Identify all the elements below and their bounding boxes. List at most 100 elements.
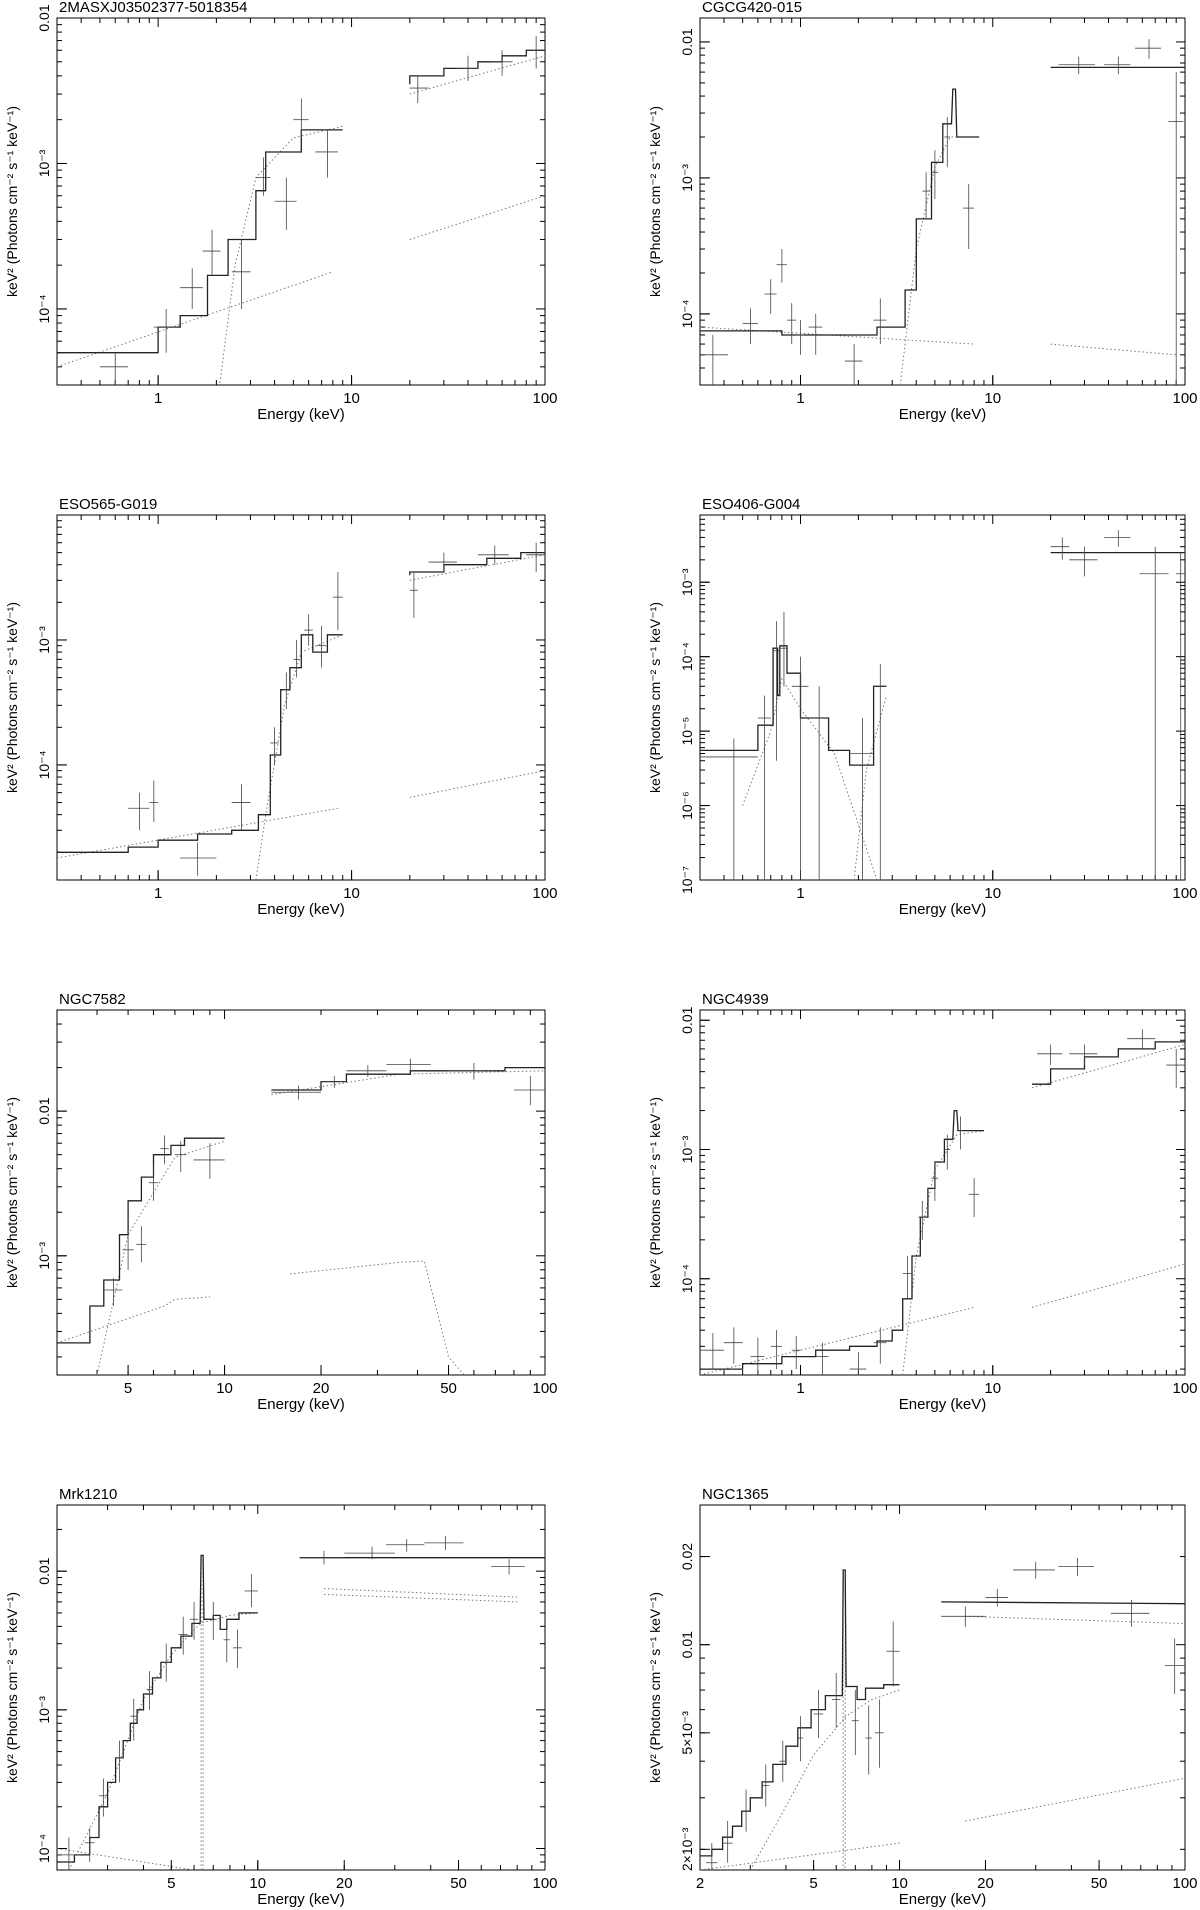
y-tick-label: 10⁻⁴	[679, 642, 695, 671]
data-point	[849, 718, 874, 880]
data-point	[223, 1619, 230, 1663]
data-point	[130, 1698, 138, 1741]
model-component-line	[409, 55, 545, 95]
data-point	[886, 1621, 900, 1687]
plot-frame	[56, 514, 546, 881]
total-model-line	[700, 551, 1185, 766]
y-axis-label: keV² (Photons cm⁻² s⁻¹ keV⁻¹)	[647, 106, 663, 297]
x-tick-label: 1	[796, 885, 804, 902]
data-point	[944, 117, 951, 168]
x-axis-label: Energy (keV)	[257, 1891, 345, 1908]
data-point	[293, 98, 309, 138]
y-tick-label: 5×10⁻³	[679, 1711, 695, 1755]
plot-frame	[56, 1504, 546, 1871]
y-axis-label: keV² (Photons cm⁻² s⁻¹ keV⁻¹)	[647, 1592, 663, 1783]
data-point	[282, 672, 290, 710]
chart-panel: Mrk1210 5 10 20 50 100 10⁻⁴ 10⁻³ 0.01 Energy (keV…	[4, 1486, 558, 1908]
data-point	[791, 656, 809, 880]
data-point	[231, 784, 251, 831]
model-component-line	[853, 695, 887, 880]
model-component-line	[1031, 1263, 1185, 1308]
data-point	[321, 1075, 347, 1088]
y-tick-label: 10⁻⁴	[36, 294, 52, 323]
data-point	[844, 344, 863, 385]
y-axis-label: keV² (Photons cm⁻² s⁻¹ keV⁻¹)	[647, 602, 663, 793]
data-layer	[700, 530, 1185, 880]
y-tick-label: 10⁻³	[679, 568, 695, 596]
data-point	[797, 1716, 804, 1762]
data-point	[1168, 72, 1184, 385]
data-point	[779, 1740, 786, 1782]
x-tick-label: 100	[532, 1380, 557, 1397]
x-tick-label: 100	[1172, 390, 1197, 407]
model-component-line	[96, 1140, 225, 1375]
data-point	[84, 1828, 95, 1862]
data-point	[180, 268, 203, 309]
y-axis-label: keV² (Photons cm⁻² s⁻¹ keV⁻¹)	[647, 1097, 663, 1288]
y-tick-label: 10⁻⁴	[36, 1834, 52, 1863]
x-tick-label: 100	[1172, 1380, 1197, 1397]
x-tick-label: 100	[1172, 885, 1197, 902]
total-model-line	[700, 66, 1185, 336]
data-point	[448, 1063, 496, 1080]
data-point	[985, 1588, 1009, 1607]
x-axis-label: Energy (keV)	[257, 901, 345, 918]
chart-title: ESO565-G019	[59, 496, 157, 513]
data-point	[202, 229, 221, 276]
data-point	[873, 663, 887, 880]
x-tick-label: 10	[984, 390, 1001, 407]
data-point	[456, 55, 478, 81]
data-point	[409, 75, 429, 104]
data-point	[902, 1255, 912, 1299]
data-point	[490, 50, 513, 76]
y-tick-label: 10⁻⁴	[679, 299, 695, 328]
data-point	[153, 308, 177, 353]
data-point	[146, 1671, 153, 1710]
x-tick-label: 50	[1091, 1875, 1108, 1892]
y-tick-label: 0.01	[36, 1097, 52, 1124]
data-point	[764, 279, 777, 314]
model-component-line	[57, 271, 333, 368]
x-tick-label: 5	[167, 1875, 175, 1892]
data-point	[424, 1535, 464, 1551]
data-point	[808, 313, 823, 355]
chart-panel: NGC7582 5 10 20 50 100 10⁻³ 0.01 Energy (keV) keV…	[4, 991, 558, 1413]
x-axis-label: Energy (keV)	[899, 406, 987, 423]
data-point	[332, 571, 343, 631]
model-component-line	[57, 1848, 195, 1870]
data-point	[1058, 1557, 1095, 1576]
total-model-line	[57, 1554, 545, 1863]
y-tick-label: 10⁻⁵	[679, 717, 695, 746]
data-point	[315, 129, 338, 178]
x-axis-label: Energy (keV)	[257, 1396, 345, 1413]
x-tick-label: 1	[796, 390, 804, 407]
chart-panel: 2MASXJ03502377-5018354 1 10 100 10⁻⁴ 10⁻³ 0.01…	[4, 0, 558, 423]
x-tick-label: 20	[313, 1380, 330, 1397]
data-point	[773, 621, 780, 761]
chart-title: NGC4939	[702, 991, 769, 1008]
data-point	[741, 1789, 751, 1832]
x-axis-label: Energy (keV)	[899, 1396, 987, 1413]
data-point	[944, 1134, 951, 1170]
data-point	[724, 1327, 743, 1364]
chart-panel: NGC4939 1 10 100 10⁻⁴ 10⁻³ 0.01 Energy (keV) keV…	[647, 991, 1198, 1413]
plot-frame	[56, 1009, 546, 1376]
data-layer	[57, 36, 545, 385]
data-point	[244, 1574, 258, 1608]
data-point	[813, 1690, 824, 1739]
x-axis-label: Energy (keV)	[899, 901, 987, 918]
data-point	[779, 611, 788, 687]
x-tick-label: 2	[696, 1875, 704, 1892]
model-component-line	[700, 1842, 900, 1870]
data-point	[968, 1178, 980, 1218]
data-point	[513, 1075, 545, 1106]
data-point	[1104, 530, 1131, 547]
x-tick-label: 100	[532, 885, 557, 902]
data-point	[477, 545, 509, 565]
data-point	[274, 177, 297, 230]
total-model-line	[700, 1041, 1185, 1370]
data-point	[122, 1230, 134, 1270]
data-point	[231, 239, 251, 309]
data-point	[160, 1135, 169, 1165]
